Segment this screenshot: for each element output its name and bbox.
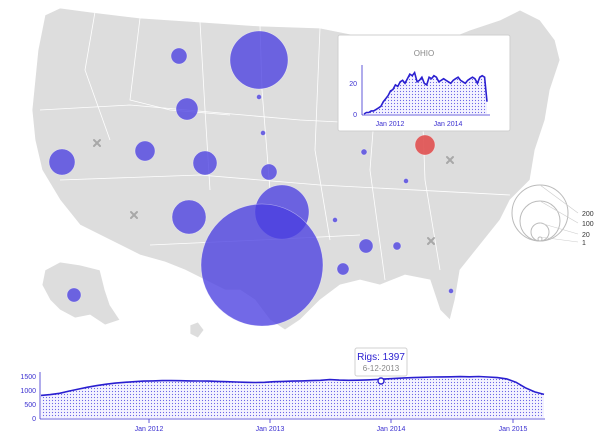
state-bubble[interactable] xyxy=(448,288,454,294)
legend-label: 1 xyxy=(582,240,586,247)
legend-circle xyxy=(530,222,550,242)
legend-circle xyxy=(511,184,569,242)
timeline-y-tick: 500 xyxy=(24,402,36,409)
ohio-bubble-selected[interactable] xyxy=(414,134,436,156)
state-bubble[interactable] xyxy=(192,150,218,176)
legend-label: 200 xyxy=(582,211,594,218)
inset-y-tick: 0 xyxy=(353,112,357,119)
timeline-area xyxy=(41,376,544,418)
state-bubble[interactable] xyxy=(66,287,82,303)
inset-title: OHIO xyxy=(414,49,434,58)
state-bubble[interactable] xyxy=(360,148,368,156)
timeline-x-tick: Jan 2012 xyxy=(135,426,164,433)
timeline-cursor-marker[interactable] xyxy=(377,377,385,385)
state-bubble[interactable] xyxy=(358,238,374,254)
size-legend: 200 100 20 1 xyxy=(511,184,594,247)
legend-label: 100 xyxy=(582,221,594,228)
tooltip-box xyxy=(354,347,408,377)
tooltip-date: 6-12-2013 xyxy=(363,364,400,373)
state-bubble[interactable] xyxy=(229,30,289,90)
rig-bubbles xyxy=(48,30,454,327)
inset-y-tick: 20 xyxy=(349,81,357,88)
state-bubble[interactable] xyxy=(260,130,266,136)
timeline-y-tick: 1500 xyxy=(20,374,36,381)
inset-x-tick: Jan 2014 xyxy=(434,121,463,128)
legend-circle xyxy=(537,236,543,242)
timeline-x-tick: Jan 2014 xyxy=(377,426,406,433)
timeline-tooltip: Rigs: 1397 6-12-2013 xyxy=(354,347,408,377)
state-bubble[interactable] xyxy=(403,178,409,184)
state-inset-chart: OHIO 0 20 Jan 2012 Jan 2014 xyxy=(337,34,511,132)
timeline-y-tick: 1000 xyxy=(20,388,36,395)
state-bubble[interactable] xyxy=(332,217,338,223)
state-bubble[interactable] xyxy=(256,94,262,100)
no-data-marker xyxy=(427,237,435,245)
legend-circle xyxy=(519,200,561,242)
no-data-markers xyxy=(93,139,454,245)
state-bubble[interactable] xyxy=(134,140,156,162)
hawaii xyxy=(189,321,205,339)
timeline-x-tick: Jan 2013 xyxy=(256,426,285,433)
state-bubble[interactable] xyxy=(170,47,188,65)
inset-x-tick: Jan 2012 xyxy=(376,121,405,128)
timeline-x-tick: Jan 2015 xyxy=(499,426,528,433)
no-data-marker xyxy=(93,139,101,147)
state-bubble[interactable] xyxy=(260,163,278,181)
tooltip-rigs: Rigs: 1397 xyxy=(357,352,405,363)
state-bubble[interactable] xyxy=(48,148,76,176)
state-bubble[interactable] xyxy=(336,262,350,276)
timeline-line xyxy=(40,375,545,397)
inset-line xyxy=(363,70,488,115)
no-data-marker xyxy=(130,211,138,219)
state-bubble[interactable] xyxy=(200,203,324,327)
national-timeline[interactable]: 0 500 1000 1500 Jan 2012 Jan 2013 Jan 20… xyxy=(20,372,545,433)
state-bubble[interactable] xyxy=(392,241,402,251)
state-bubble[interactable] xyxy=(171,199,207,235)
timeline-y-tick: 0 xyxy=(32,416,36,423)
no-data-marker xyxy=(446,156,454,164)
inset-area xyxy=(364,72,487,114)
state-bubble[interactable] xyxy=(175,97,199,121)
legend-label: 20 xyxy=(582,232,590,239)
